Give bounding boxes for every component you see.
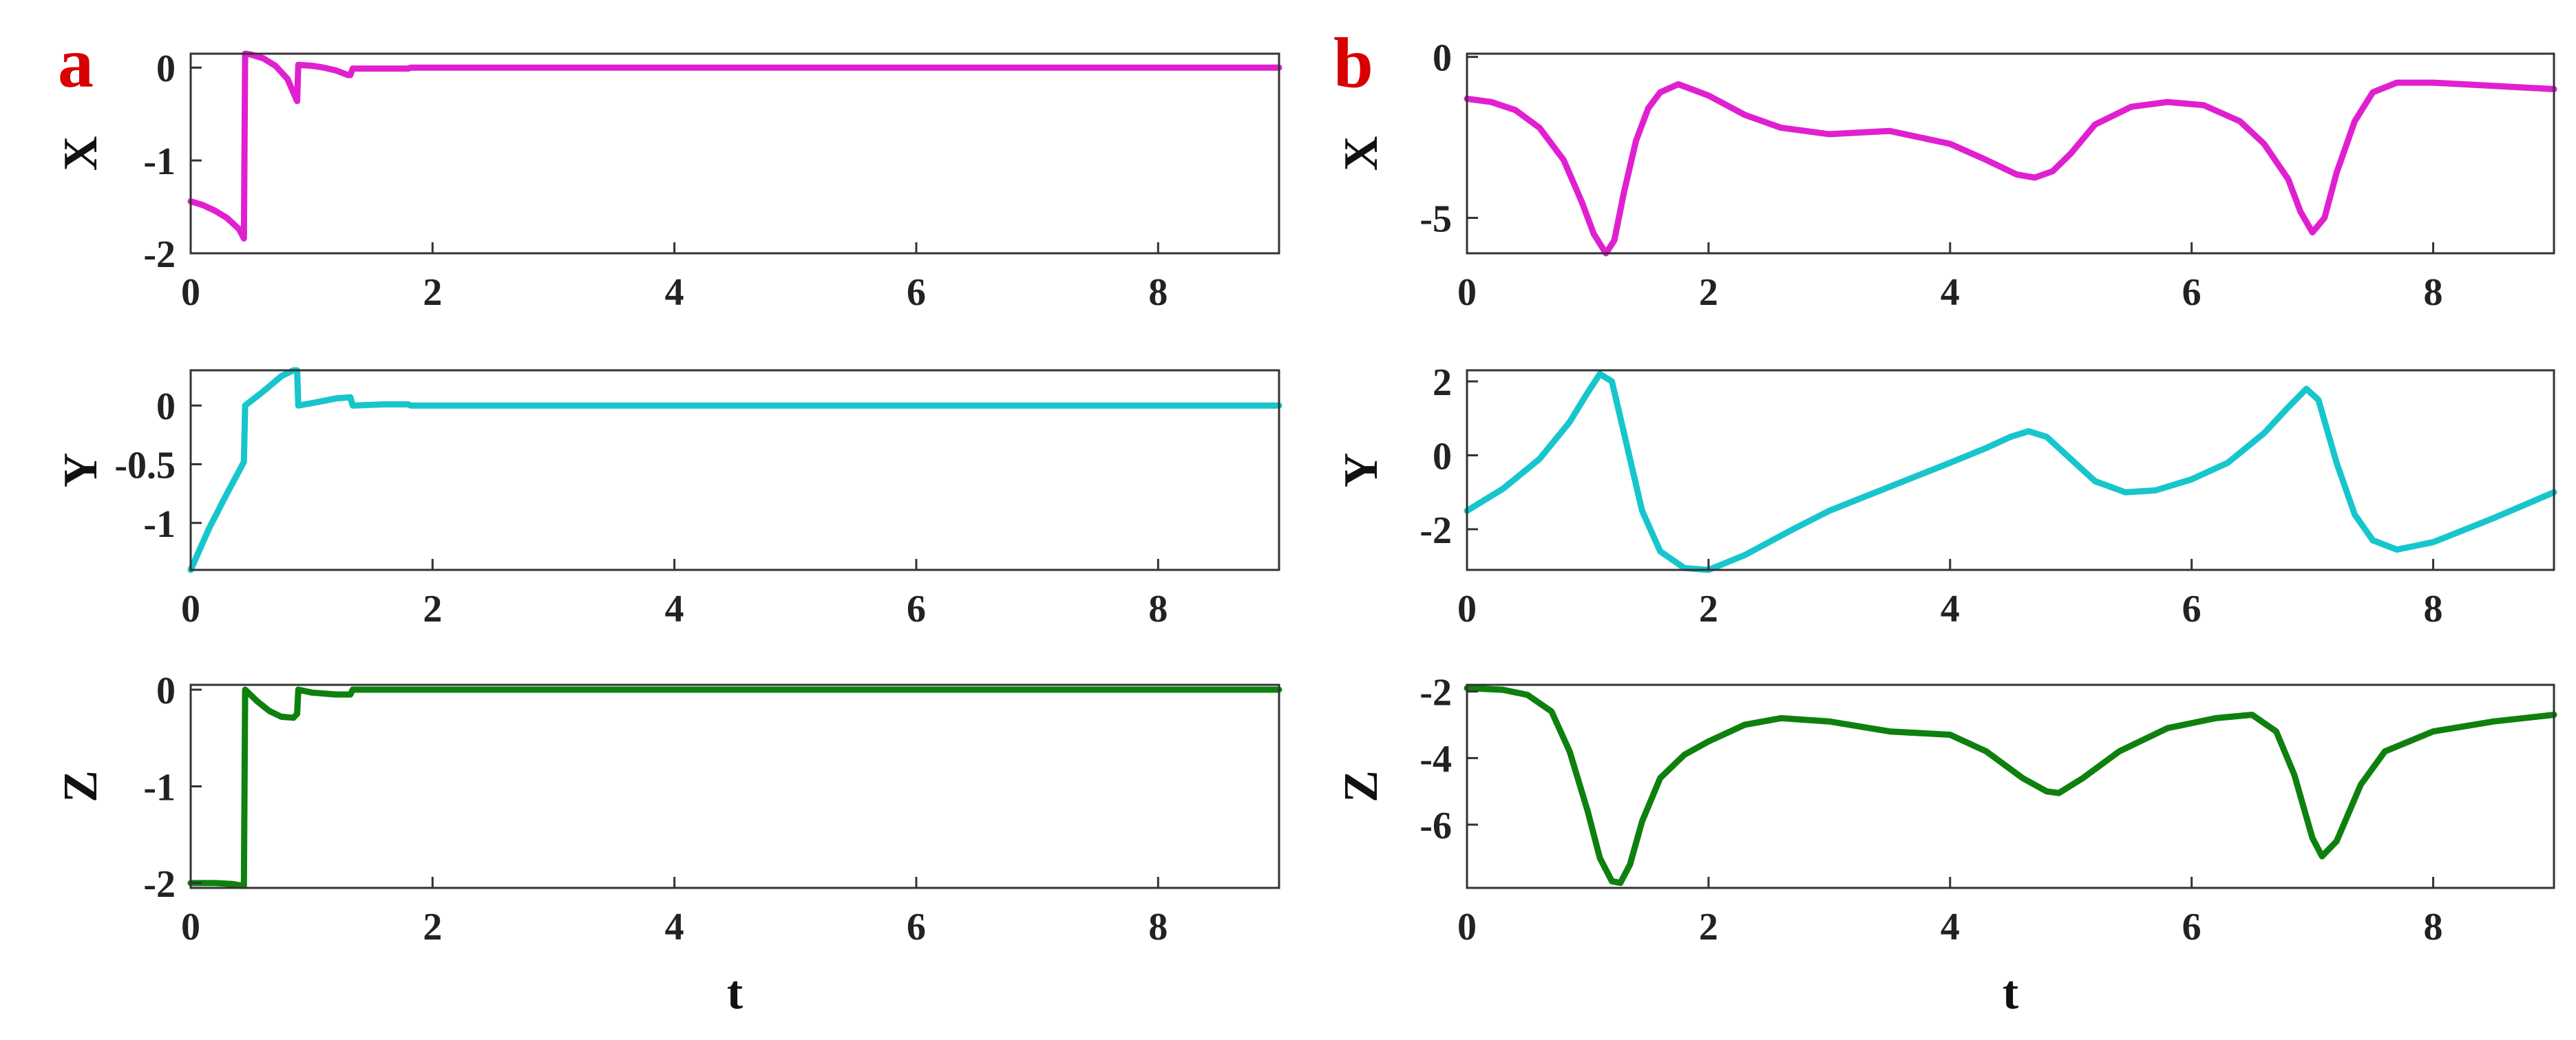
x-tick-label: 8 bbox=[2424, 588, 2443, 630]
y-tick-label: 0 bbox=[1433, 37, 1452, 80]
y-tick-label: -2 bbox=[1419, 509, 1452, 552]
y-axis-label: Z bbox=[1335, 770, 1388, 803]
axes-frame bbox=[1466, 52, 2555, 255]
subplot-b-y: 0 2 4 6 820-2Y bbox=[1335, 361, 2557, 630]
subplot-a-x: 0 2 4 6 8 0 -1 -2 X bbox=[54, 47, 1282, 314]
y-tick-label: -1 bbox=[143, 767, 176, 809]
x-tick-label: 6 bbox=[2182, 271, 2202, 314]
y-tick-label: 0 bbox=[156, 47, 176, 90]
axes-frame bbox=[189, 52, 1280, 255]
subplot-b-x: 0 2 4 6 80-5X bbox=[1335, 37, 2557, 314]
x-tick-label: 8 bbox=[1148, 271, 1168, 314]
x-tick-label: 8 bbox=[1148, 588, 1168, 630]
panel-label-b: b bbox=[1333, 23, 1373, 103]
x-tick-label: 4 bbox=[1941, 906, 1960, 948]
y-tick-label: -2 bbox=[143, 863, 176, 906]
x-tick-label: 2 bbox=[1699, 588, 1718, 630]
y-axis-label: X bbox=[54, 136, 107, 171]
series-line-a-y bbox=[187, 367, 1282, 573]
x-tick-label: 2 bbox=[1699, 906, 1718, 948]
x-tick-label: 4 bbox=[665, 906, 684, 948]
y-tick-label: -4 bbox=[1419, 738, 1452, 781]
x-tick-label: 0 bbox=[181, 271, 200, 314]
y-tick-label: 0 bbox=[156, 670, 176, 712]
x-tick-label: 2 bbox=[1699, 271, 1718, 314]
series-line-a-z bbox=[187, 686, 1282, 889]
y-tick-label: -1 bbox=[143, 503, 176, 546]
axes-frame bbox=[189, 683, 1280, 889]
x-tick-label: 2 bbox=[423, 906, 442, 948]
series-line-b-y bbox=[1464, 370, 2557, 573]
x-tick-label: 6 bbox=[907, 906, 926, 948]
y-axis-label: Y bbox=[54, 453, 107, 488]
x-tick-label: 6 bbox=[907, 588, 926, 630]
subplot-b-z: 0 2 4 6 8 -2 -4 -6 Zt bbox=[1335, 672, 2557, 1019]
x-tick-label: 4 bbox=[1941, 588, 1960, 630]
axes-frame bbox=[1466, 683, 2555, 889]
x-tick-label: 6 bbox=[2182, 588, 2202, 630]
x-tick-label: 0 bbox=[181, 906, 200, 948]
x-tick-label: 4 bbox=[665, 588, 684, 630]
series-line-b-x bbox=[1464, 79, 2557, 257]
x-tick-label: 8 bbox=[2424, 906, 2443, 948]
x-axis-label: t bbox=[2003, 966, 2018, 1019]
axes-frame bbox=[1466, 369, 2555, 571]
panel-label-a: a bbox=[58, 23, 94, 103]
subplot-a-y: 0 2 4 6 8 0 -0.5 -1 Y bbox=[54, 367, 1282, 630]
x-tick-label: 0 bbox=[1457, 271, 1477, 314]
y-tick-label: -2 bbox=[1419, 672, 1452, 714]
y-axis-label: Z bbox=[54, 770, 107, 803]
y-axis-label: X bbox=[1335, 136, 1388, 171]
y-tick-label: -1 bbox=[143, 140, 176, 183]
x-tick-label: 0 bbox=[1457, 588, 1477, 630]
y-tick-label: -0.5 bbox=[114, 444, 176, 487]
series-line-b-z bbox=[1464, 685, 2557, 887]
x-tick-label: 0 bbox=[181, 588, 200, 630]
x-tick-label: 8 bbox=[2424, 271, 2443, 314]
axes-frame bbox=[189, 369, 1280, 571]
y-tick-label: 2 bbox=[1433, 361, 1452, 404]
y-tick-label: 0 bbox=[156, 385, 176, 428]
series-line-a-x bbox=[187, 50, 1282, 242]
x-axis-label: t bbox=[727, 966, 743, 1019]
x-tick-label: 8 bbox=[1148, 906, 1168, 948]
x-tick-label: 4 bbox=[665, 271, 684, 314]
x-tick-label: 6 bbox=[2182, 906, 2202, 948]
y-tick-label: -2 bbox=[143, 233, 176, 276]
y-tick-label: 0 bbox=[1433, 436, 1452, 478]
x-tick-label: 6 bbox=[907, 271, 926, 314]
y-tick-label: -6 bbox=[1419, 805, 1452, 847]
y-tick-label: -5 bbox=[1419, 198, 1452, 241]
x-tick-label: 2 bbox=[423, 271, 442, 314]
y-axis-label: Y bbox=[1335, 453, 1388, 488]
x-tick-label: 4 bbox=[1941, 271, 1960, 314]
subplot-a-z: 0 2 4 6 8 0 -1 -2 Zt bbox=[54, 670, 1282, 1019]
x-tick-label: 2 bbox=[423, 588, 442, 630]
x-tick-label: 0 bbox=[1457, 906, 1477, 948]
